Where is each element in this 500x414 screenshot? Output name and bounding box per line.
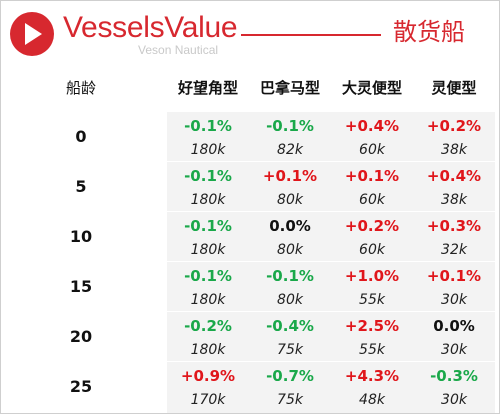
value-change-percent: +0.1% (262, 167, 318, 185)
value-change-percent: +4.3% (344, 367, 400, 385)
row-age-label: 5 (75, 177, 87, 196)
row-separator (167, 361, 495, 362)
vessel-value: 55k (359, 292, 385, 308)
value-change-percent: -0.7% (266, 367, 314, 385)
vessel-value: 180k (190, 142, 226, 158)
value-change-percent: +2.5% (344, 317, 400, 335)
row-separator (167, 161, 495, 162)
vesselsvalue-logo-icon (10, 12, 54, 56)
row-age-label: 10 (69, 227, 93, 246)
value-change-percent: +0.9% (180, 367, 236, 385)
value-change-percent: -0.1% (184, 117, 232, 135)
row-age-label: 20 (69, 327, 93, 346)
table-data-background (167, 112, 495, 413)
value-change-percent: +0.2% (426, 117, 482, 135)
vessel-value: 180k (190, 342, 226, 358)
vessel-value: 30k (441, 292, 467, 308)
value-change-percent: -0.1% (184, 267, 232, 285)
vessel-value: 75k (277, 392, 303, 408)
value-change-percent: -0.1% (184, 167, 232, 185)
header-divider (241, 34, 381, 36)
vessel-value: 80k (277, 292, 303, 308)
row-separator (167, 261, 495, 262)
value-change-percent: +0.2% (344, 217, 400, 235)
page-title: 散货船 (393, 18, 465, 46)
vessel-value: 60k (359, 192, 385, 208)
value-change-percent: -0.1% (266, 117, 314, 135)
value-change-percent: -0.3% (430, 367, 478, 385)
value-change-percent: +0.3% (426, 217, 482, 235)
value-change-percent: -0.1% (266, 267, 314, 285)
value-change-percent: 0.0% (433, 317, 475, 335)
brand-subtitle: Veson Nautical (138, 43, 219, 57)
row-age-label: 15 (69, 277, 93, 296)
column-header-panamax: 巴拿马型 (259, 79, 320, 97)
vessel-value: 48k (359, 392, 385, 408)
value-change-percent: 0.0% (269, 217, 311, 235)
vessel-value: 38k (441, 192, 467, 208)
value-change-percent: +0.4% (426, 167, 482, 185)
vessel-value: 180k (190, 242, 226, 258)
vessel-value: 180k (190, 292, 226, 308)
vessel-value: 55k (359, 342, 385, 358)
vessel-value: 30k (441, 392, 467, 408)
row-separator (167, 311, 495, 312)
row-age-label: 0 (75, 127, 87, 146)
vessel-value: 80k (277, 242, 303, 258)
vessel-value: 38k (441, 142, 467, 158)
value-change-percent: -0.2% (184, 317, 232, 335)
column-header-handysize: 灵便型 (431, 79, 477, 97)
vessel-value: 60k (359, 142, 385, 158)
value-change-percent: +0.1% (344, 167, 400, 185)
vessel-value: 170k (190, 392, 226, 408)
vessel-value: 30k (441, 342, 467, 358)
value-change-percent: +0.1% (426, 267, 482, 285)
age-column-header: 船龄 (65, 79, 96, 97)
value-change-percent: +1.0% (344, 267, 400, 285)
row-separator (167, 211, 495, 212)
vessel-value: 60k (359, 242, 385, 258)
value-change-percent: +0.4% (344, 117, 400, 135)
value-change-percent: -0.4% (266, 317, 314, 335)
brand-name: VesselsValue (63, 11, 238, 44)
vessel-value: 32k (441, 242, 467, 258)
row-age-label: 25 (69, 377, 93, 396)
vessel-value: 82k (277, 142, 303, 158)
value-change-percent: -0.1% (184, 217, 232, 235)
vessel-value: 80k (277, 192, 303, 208)
vessel-value: 75k (277, 342, 303, 358)
column-header-capesize: 好望角型 (177, 79, 238, 97)
column-header-supramax: 大灵便型 (341, 79, 402, 97)
vessel-value: 180k (190, 192, 226, 208)
